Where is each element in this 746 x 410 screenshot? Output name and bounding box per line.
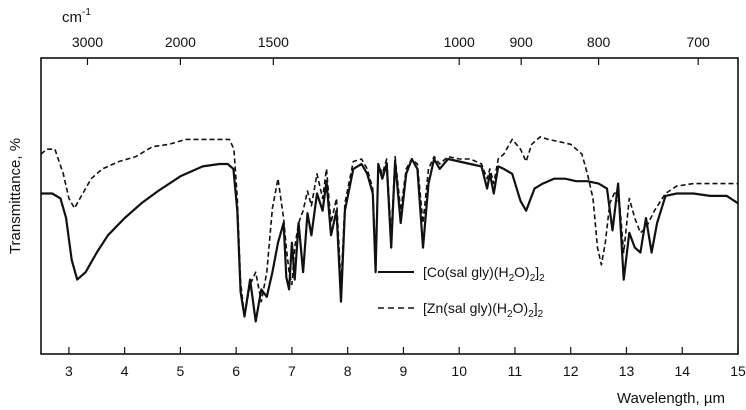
top-tick-label: 1500 <box>258 34 289 50</box>
x-tick-label: 7 <box>288 363 296 379</box>
series-line-co <box>41 157 739 323</box>
x-tick-label: 12 <box>563 363 579 379</box>
top-axis-title: cm-1 <box>62 7 91 26</box>
x-tick-label: 15 <box>730 363 746 379</box>
top-tick-label: 800 <box>587 34 611 50</box>
top-tick-label: 2000 <box>165 34 196 50</box>
top-tick-label: 1000 <box>444 34 475 50</box>
top-tick-label: 3000 <box>72 34 103 50</box>
x-tick-label: 3 <box>65 363 73 379</box>
legend-label-zn: [Zn(sal gly)(H2O)2]2 <box>423 300 544 320</box>
x-tick-label: 13 <box>619 363 635 379</box>
bottom-x-axis: 3 4 5 6 7 8 9 10 11 12 13 14 15 <box>65 347 746 379</box>
x-tick-label: 8 <box>344 363 352 379</box>
legend-label-co: [Co(sal gly)(H2O)2]2 <box>423 264 545 284</box>
top-axis-unit-label: cm-1 <box>62 7 91 26</box>
x-tick-label: 14 <box>674 363 690 379</box>
top-tick-label: 700 <box>686 34 710 50</box>
x-axis-title: Wavelength, µm <box>617 390 725 407</box>
x-tick-label: 6 <box>232 363 240 379</box>
plot-frame <box>40 57 739 355</box>
x-tick-label: 11 <box>508 363 523 379</box>
x-tick-label: 10 <box>451 363 467 379</box>
x-tick-label: 4 <box>121 363 129 379</box>
x-tick-label: 9 <box>400 363 408 379</box>
x-tick-label: 5 <box>177 363 185 379</box>
spectrum-series <box>40 136 739 323</box>
series-line-zn <box>40 136 738 318</box>
y-axis-title: Transmittance, % <box>7 138 24 254</box>
top-wavenumber-axis: 3000 2000 1500 1000 900 800 700 <box>72 34 710 65</box>
top-tick-label: 900 <box>509 34 533 50</box>
legend: [Co(sal gly)(H2O)2]2 [Zn(sal gly)(H2O)2]… <box>378 264 545 320</box>
